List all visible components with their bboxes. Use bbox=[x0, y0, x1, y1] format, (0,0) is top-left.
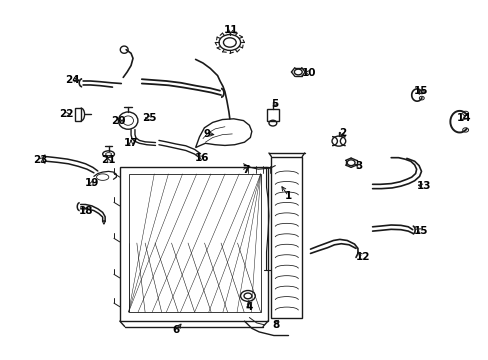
Text: 3: 3 bbox=[355, 161, 362, 171]
Text: 10: 10 bbox=[302, 68, 316, 78]
Ellipse shape bbox=[118, 112, 138, 129]
Bar bbox=[75, 108, 81, 121]
Bar bbox=[120, 167, 267, 321]
Text: 20: 20 bbox=[111, 116, 125, 126]
Polygon shape bbox=[195, 119, 251, 148]
Text: 25: 25 bbox=[142, 113, 156, 123]
Text: 8: 8 bbox=[272, 320, 279, 330]
Text: 9: 9 bbox=[203, 129, 210, 139]
Text: 23: 23 bbox=[33, 155, 47, 165]
Text: 16: 16 bbox=[194, 153, 209, 163]
Bar bbox=[128, 174, 260, 312]
Text: 15: 15 bbox=[413, 86, 428, 96]
Text: 11: 11 bbox=[223, 25, 238, 35]
Text: 15: 15 bbox=[413, 226, 428, 236]
Text: 21: 21 bbox=[101, 155, 116, 165]
Ellipse shape bbox=[105, 153, 111, 156]
Text: 17: 17 bbox=[123, 138, 138, 148]
Text: 24: 24 bbox=[65, 75, 80, 85]
Bar bbox=[266, 109, 278, 121]
Text: 22: 22 bbox=[59, 109, 74, 120]
Text: 12: 12 bbox=[355, 252, 369, 262]
Text: 14: 14 bbox=[456, 113, 471, 123]
Text: 1: 1 bbox=[285, 191, 291, 201]
Text: 19: 19 bbox=[84, 178, 99, 188]
Text: 6: 6 bbox=[172, 325, 179, 336]
Text: 18: 18 bbox=[78, 206, 93, 216]
Ellipse shape bbox=[102, 151, 114, 157]
Text: 7: 7 bbox=[241, 165, 249, 175]
Text: 4: 4 bbox=[245, 302, 253, 312]
Text: 5: 5 bbox=[271, 99, 278, 109]
Ellipse shape bbox=[122, 116, 133, 125]
Text: 13: 13 bbox=[416, 181, 431, 192]
Text: 2: 2 bbox=[338, 128, 345, 138]
Bar bbox=[271, 157, 302, 318]
